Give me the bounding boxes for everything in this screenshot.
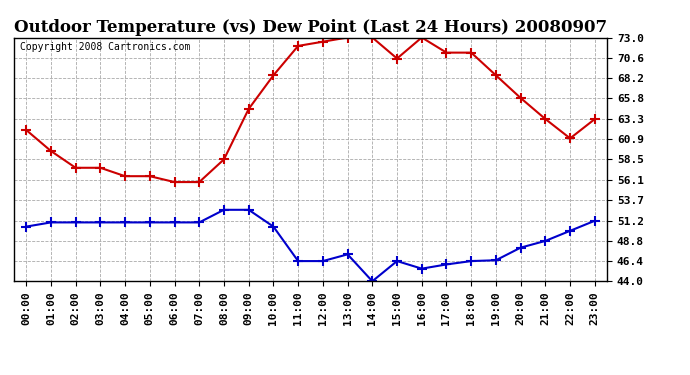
Text: Copyright 2008 Cartronics.com: Copyright 2008 Cartronics.com <box>20 42 190 52</box>
Title: Outdoor Temperature (vs) Dew Point (Last 24 Hours) 20080907: Outdoor Temperature (vs) Dew Point (Last… <box>14 19 607 36</box>
